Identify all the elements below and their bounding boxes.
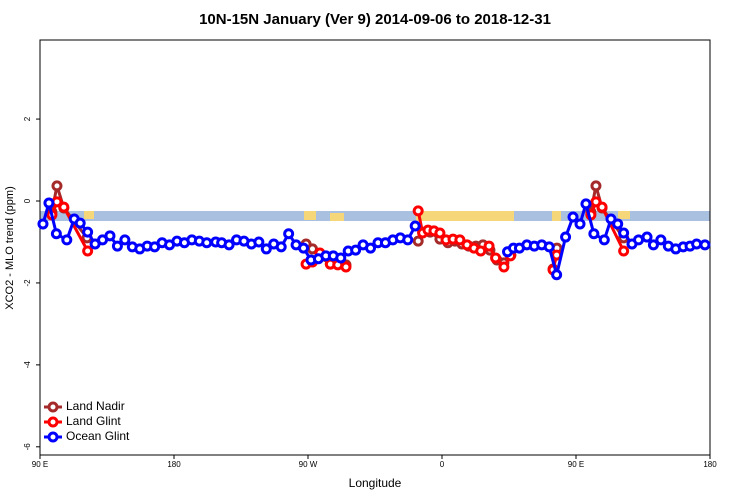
point — [434, 227, 446, 239]
point — [560, 231, 572, 243]
point — [567, 211, 579, 223]
point — [588, 228, 600, 240]
point — [82, 226, 94, 238]
point — [483, 240, 495, 252]
point — [641, 231, 653, 243]
legend-marker — [47, 401, 59, 413]
x-tick-label: 180 — [703, 460, 717, 469]
point — [490, 252, 502, 264]
y-axis-label: XCO2 - MLO trend (ppm) — [4, 186, 16, 309]
point — [598, 234, 610, 246]
x-tick-label: 0 — [440, 460, 445, 469]
point — [596, 201, 608, 213]
point — [605, 213, 617, 225]
point — [104, 230, 116, 242]
point — [223, 239, 235, 251]
y-tick-label: 0 — [23, 198, 32, 203]
point — [58, 201, 70, 213]
series — [37, 197, 711, 281]
y-tick-label: 2 — [23, 116, 32, 121]
point — [543, 241, 555, 253]
point — [365, 242, 377, 254]
point — [340, 261, 352, 273]
x-tick-label: 180 — [167, 460, 181, 469]
point — [655, 234, 667, 246]
point — [612, 218, 624, 230]
point — [350, 244, 362, 256]
x-tick-label: 90 E — [32, 460, 48, 469]
point — [82, 245, 94, 257]
point — [475, 245, 487, 257]
point — [633, 234, 645, 246]
legend-label: Land Nadir — [66, 399, 125, 413]
point — [498, 261, 510, 273]
point — [412, 235, 424, 247]
point — [402, 234, 414, 246]
land-patch — [330, 213, 344, 221]
legend-label: Ocean Glint — [66, 429, 130, 443]
point — [61, 234, 73, 246]
plot-frame — [39, 39, 711, 456]
point — [119, 234, 131, 246]
y-tick-label: -6 — [23, 443, 32, 451]
point — [580, 198, 592, 210]
y-tick-label: -2 — [23, 279, 32, 287]
point — [647, 239, 659, 251]
map-strip — [40, 211, 710, 221]
legend-label: Land Glint — [66, 414, 121, 428]
point — [275, 241, 287, 253]
land-patch — [416, 211, 514, 221]
chart-title: 10N-15N January (Ver 9) 2014-09-06 to 20… — [199, 11, 551, 28]
point — [253, 236, 265, 248]
point — [412, 205, 424, 217]
point — [590, 180, 602, 192]
legend-marker — [47, 416, 59, 428]
point — [699, 239, 711, 251]
point — [298, 242, 310, 254]
point — [618, 227, 630, 239]
point — [111, 240, 123, 252]
point — [454, 234, 466, 246]
land-patch — [552, 211, 561, 221]
y-tick-label: -4 — [23, 361, 32, 369]
x-tick-label: 90 W — [299, 460, 318, 469]
point — [551, 269, 563, 281]
point — [335, 252, 347, 264]
point — [260, 243, 272, 255]
x-axis-label: Longitude — [349, 476, 402, 490]
ocean-strip — [40, 211, 710, 221]
point — [201, 237, 213, 249]
x-tick-label: 90 E — [568, 460, 584, 469]
point — [574, 218, 586, 230]
point — [51, 180, 63, 192]
point — [283, 228, 295, 240]
land-patch — [618, 211, 630, 219]
point — [74, 217, 86, 229]
point — [618, 245, 630, 257]
point — [37, 218, 49, 230]
point — [50, 228, 62, 240]
point — [43, 197, 55, 209]
point — [409, 220, 421, 232]
land-patch — [84, 211, 94, 219]
legend-marker — [47, 431, 59, 443]
point — [691, 238, 703, 250]
land-patch — [304, 211, 316, 220]
